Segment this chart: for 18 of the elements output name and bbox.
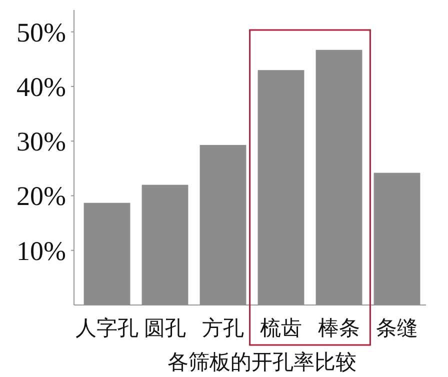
bar	[200, 144, 246, 305]
x-tick-label: 方孔	[202, 316, 244, 340]
x-axis-title: 各筛板的开孔率比较	[168, 350, 356, 374]
bar	[142, 184, 188, 305]
bar	[316, 50, 362, 305]
x-tick-label: 条缝	[376, 316, 418, 340]
bar	[374, 172, 420, 305]
y-tick-label: 50%	[16, 17, 66, 48]
y-tick-label: 30%	[16, 126, 66, 157]
x-tick-label: 人字孔	[76, 316, 138, 340]
bar	[258, 70, 304, 305]
bar	[84, 202, 130, 305]
y-tick-label: 40%	[16, 72, 66, 102]
x-tick-label: 梳齿	[260, 316, 302, 340]
y-tick-label: 10%	[16, 236, 66, 266]
x-tick-label: 圆孔	[144, 316, 186, 340]
x-tick-label: 棒条	[318, 316, 360, 340]
y-tick-label: 20%	[16, 181, 66, 212]
